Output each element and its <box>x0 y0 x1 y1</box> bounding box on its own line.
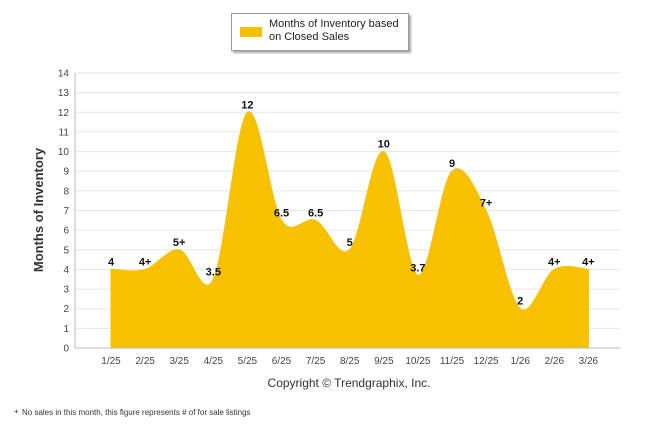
data-labels: 4 4+ 5+ 3.5 12 6.5 6.5 5 10 3.7 9 7+ 2 4+ 4+ <box>108 99 595 307</box>
footnote-text: No sales in this month, this figure repr… <box>22 408 251 417</box>
y-tick-label: 3 <box>63 285 69 296</box>
y-tick-label: 0 <box>63 344 69 355</box>
copyright-text: Copyright © Trendgraphix, Inc. <box>268 376 431 390</box>
x-tick-label: 1/25 <box>101 356 121 367</box>
x-tick-label: 2/25 <box>135 356 155 367</box>
data-label: 4+ <box>139 256 152 268</box>
data-label: 10 <box>378 139 390 151</box>
y-tick-label: 10 <box>58 147 70 158</box>
x-tick-label: 1/26 <box>510 356 530 367</box>
legend-swatch <box>240 27 262 37</box>
x-tick-label: 11/25 <box>440 356 465 367</box>
x-tick-label: 3/26 <box>579 356 599 367</box>
y-tick-label: 11 <box>59 127 70 138</box>
data-label: 3.7 <box>410 262 425 274</box>
y-tick-label: 9 <box>63 167 69 178</box>
x-tick-label: 3/25 <box>169 356 189 367</box>
y-tick-label: 2 <box>63 304 69 315</box>
x-tick-label: 9/25 <box>374 356 394 367</box>
y-tick-label: 7 <box>63 206 69 217</box>
y-tick-label: 8 <box>63 186 69 197</box>
y-tick-label: 1 <box>63 324 69 335</box>
data-label: 5 <box>347 237 353 249</box>
x-tick-label: 10/25 <box>405 356 430 367</box>
x-tick-labels: 1/25 2/25 3/25 4/25 5/25 6/25 7/25 8/25 9/25 10/2… <box>101 356 598 367</box>
data-label: 12 <box>241 99 253 111</box>
data-label: 6.5 <box>274 207 289 219</box>
data-label: 3.5 <box>206 266 221 278</box>
y-tick-label: 6 <box>63 226 69 237</box>
data-label: 4 <box>108 256 115 268</box>
x-tick-label: 7/25 <box>306 356 326 367</box>
data-label: 2 <box>517 296 523 308</box>
y-tick-label: 13 <box>58 88 70 99</box>
x-tick-label: 6/25 <box>272 356 292 367</box>
legend-label: Months of Inventory based on Closed Sale… <box>269 18 399 43</box>
y-axis-title: Months of Inventory <box>31 147 46 272</box>
y-tick-label: 12 <box>58 108 70 119</box>
footnote-marker: + <box>14 407 19 416</box>
y-tick-label: 14 <box>58 69 70 80</box>
data-label: 5+ <box>173 237 186 249</box>
data-label: 7+ <box>480 198 493 210</box>
y-tick-label: 5 <box>63 245 69 256</box>
x-tick-label: 4/25 <box>204 356 224 367</box>
data-label: 4+ <box>548 256 561 268</box>
data-label: 4+ <box>582 256 595 268</box>
x-tick-label: 5/25 <box>238 356 258 367</box>
axes <box>74 73 620 349</box>
x-tick-label: 8/25 <box>340 356 360 367</box>
legend: Months of Inventory based on Closed Sale… <box>231 13 409 51</box>
data-label: 9 <box>449 158 455 170</box>
data-label: 6.5 <box>308 207 323 219</box>
y-tick-label: 4 <box>63 265 69 276</box>
x-tick-label: 2/26 <box>545 356 565 367</box>
area-series-fill <box>110 111 589 349</box>
x-tick-label: 12/25 <box>474 356 499 367</box>
